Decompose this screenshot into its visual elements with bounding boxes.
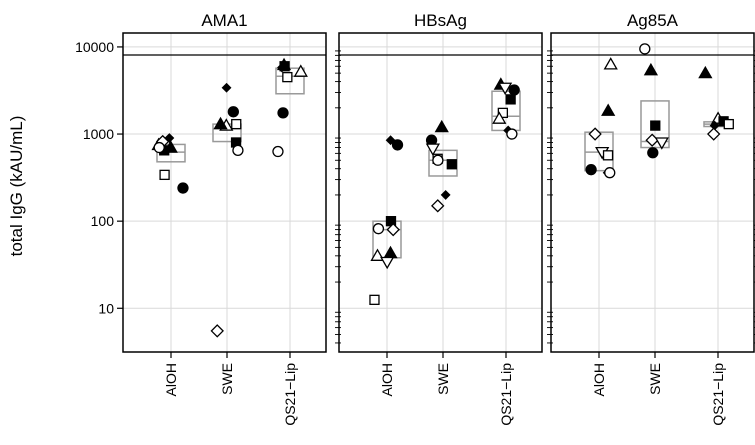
data-point-triangle-down-open [654, 137, 669, 150]
y-tick-label: 10 [98, 300, 114, 316]
data-point-circle-filled [177, 182, 189, 194]
box-iqr [640, 100, 670, 149]
x-tick-label: AlOH [591, 363, 607, 396]
data-point-diamond-open [706, 127, 721, 141]
y-tick-label: 100 [91, 213, 115, 229]
data-point-circle-open [272, 145, 284, 158]
panel-title: AMA1 [201, 11, 247, 30]
y-tick-label: 10000 [75, 39, 114, 55]
data-point-square-open [159, 169, 170, 181]
data-point-circle-open [232, 144, 244, 156]
data-point-triangle-filled [601, 103, 616, 116]
panel-ag85a: Ag85A AlOH SWE QS21−Lip [550, 11, 755, 426]
data-point-triangle-filled [213, 116, 228, 130]
data-point-circle-open [432, 154, 444, 166]
y-axis-title: total IgG (kAU/mL) [7, 116, 26, 257]
panel-frame [338, 32, 543, 353]
data-point-circle-open [506, 128, 518, 140]
data-point-square-filled [505, 94, 516, 105]
data-point-circle-open [604, 167, 616, 179]
data-point-diamond-open [431, 199, 445, 213]
data-point-triangle-down-open [497, 82, 513, 96]
box-iqr [428, 149, 458, 177]
data-point-circle-open [639, 43, 651, 55]
x-tick-label: AlOH [379, 363, 395, 396]
data-point-diamond-open [210, 324, 224, 338]
x-tick-label: SWE [647, 363, 663, 395]
data-point-triangle-open [603, 57, 618, 70]
data-point-circle-filled [508, 84, 520, 96]
data-point-circle-filled [277, 107, 289, 119]
data-point-triangle-filled [383, 245, 398, 259]
x-tick-label: QS21−Lip [710, 363, 726, 426]
data-point-diamond-filled [221, 82, 232, 93]
y-tick-label: 1000 [83, 126, 114, 142]
data-point-circle-filled [227, 106, 239, 118]
data-point-triangle-down-open [380, 256, 395, 270]
data-point-triangle-open [293, 64, 308, 77]
data-point-square-open [369, 294, 380, 305]
data-point-circle-filled [585, 164, 597, 176]
data-point-triangle-filled [434, 119, 449, 133]
data-point-circle-filled [647, 147, 659, 159]
data-point-diamond-open [386, 222, 400, 237]
data-point-square-open [497, 107, 509, 119]
data-point-diamond-filled [277, 62, 287, 73]
panel-frame [550, 32, 755, 353]
data-point-triangle-open [370, 248, 385, 261]
data-point-diamond-open [588, 127, 602, 141]
data-point-square-open [231, 118, 242, 130]
data-point-triangle-filled [698, 65, 713, 79]
data-point-circle-filled [391, 139, 404, 151]
data-point-diamond-open [645, 133, 659, 147]
x-tick-label: SWE [219, 363, 235, 395]
data-point-triangle-open [492, 111, 507, 124]
data-point-triangle-filled [643, 62, 659, 76]
data-point-diamond-filled [440, 190, 451, 200]
data-point-triangle-down-open [425, 143, 440, 156]
data-point-circle-open [372, 223, 385, 235]
data-point-square-open [282, 71, 293, 83]
data-point-square-open [602, 150, 614, 161]
panel-ama1: AMA1 AlOH SWE QS21−Lip [122, 11, 327, 426]
data-point-square-filled [446, 159, 457, 170]
panel-frame [122, 32, 327, 353]
x-tick-label: AlOH [163, 363, 179, 396]
x-tick-label: SWE [435, 363, 451, 395]
panel-title: Ag85A [627, 11, 679, 30]
x-tick-label: QS21−Lip [498, 363, 514, 426]
x-tick-label: QS21−Lip [282, 363, 298, 426]
data-point-circle-open [153, 141, 165, 154]
data-point-square-filled [650, 120, 661, 131]
panel-title: HBsAg [414, 11, 467, 30]
data-point-square-open [723, 118, 734, 130]
panel-hbsag: HBsAg AlOH SWE QS21−Lip [338, 11, 543, 426]
